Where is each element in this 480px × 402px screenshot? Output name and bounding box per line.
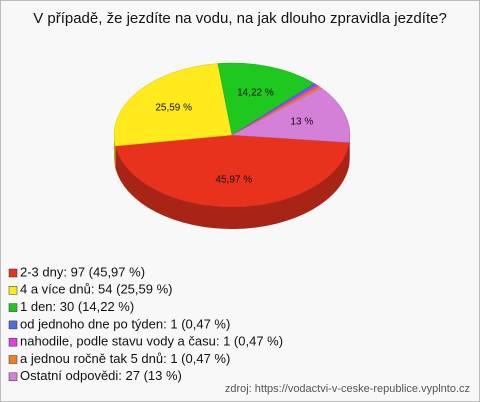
source: zdroj: https://vodactvi-v-ceske-republic… bbox=[225, 383, 470, 395]
legend-swatch bbox=[8, 372, 18, 382]
slice bbox=[113, 63, 233, 147]
slice bbox=[231, 87, 351, 143]
legend-label: Ostatní odpovědi: 27 (13 %) bbox=[20, 368, 182, 383]
slice-label: 45,97 % bbox=[215, 174, 252, 185]
slice-label: 25,59 % bbox=[155, 103, 192, 114]
slice-side bbox=[114, 135, 116, 169]
legend-swatch bbox=[8, 337, 18, 347]
slice bbox=[217, 62, 315, 136]
legend-swatch bbox=[8, 320, 18, 330]
legend-swatch bbox=[8, 268, 18, 278]
legend-swatch bbox=[8, 286, 18, 295]
slice-label: 14,22 % bbox=[237, 87, 274, 98]
legend-label: nahodile, podle stavu vody a času: 1 (0,… bbox=[20, 334, 283, 349]
chart-title: V případě, že jezdíte na vodu, na jak dl… bbox=[33, 10, 447, 27]
legend-label: a jednou ročně tak 5 dnů: 1 (0,47 %) bbox=[20, 351, 230, 366]
slice bbox=[115, 134, 350, 208]
legend-swatch bbox=[8, 303, 18, 312]
legend-swatch bbox=[8, 355, 18, 364]
legend-label: 2-3 dny: 97 (45,97 %) bbox=[20, 264, 145, 279]
legend-label: od jednoho dne po týden: 1 (0,47 %) bbox=[20, 316, 230, 331]
legend-label: 1 den: 30 (14,22 %) bbox=[20, 299, 134, 314]
legend-label: 4 a více dnů: 54 (25,59 %) bbox=[20, 282, 172, 297]
slice-label: 13 % bbox=[290, 116, 313, 127]
slice-side bbox=[115, 142, 350, 229]
